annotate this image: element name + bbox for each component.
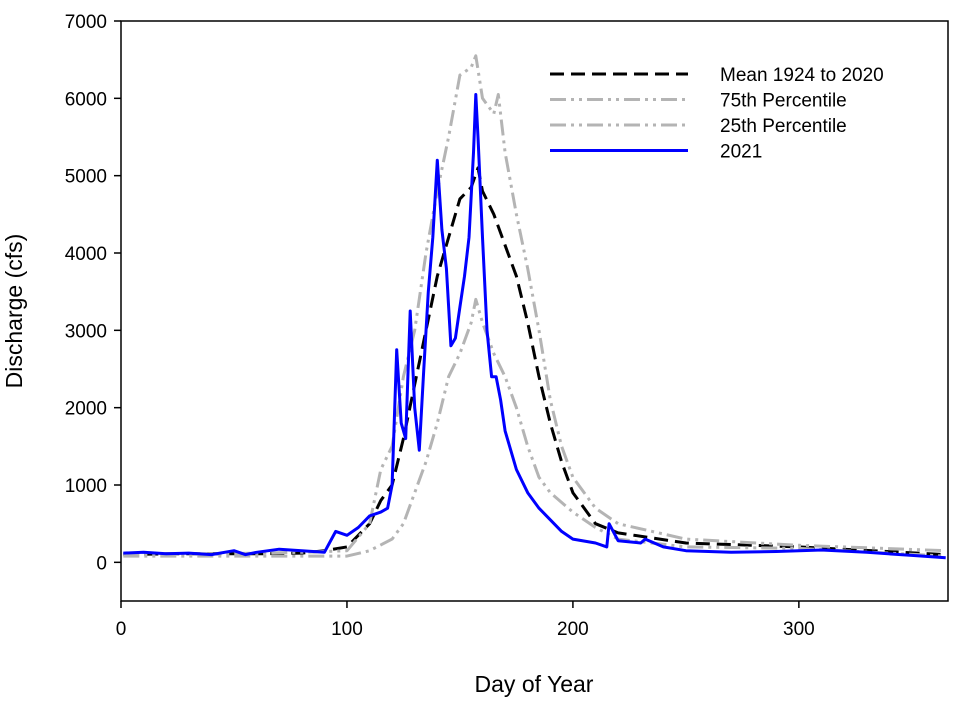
plot-frame [120,20,949,602]
y-tick-label: 7000 [65,12,107,33]
legend-label: Mean 1924 to 2020 [720,65,884,86]
y-tick-label: 3000 [65,321,107,342]
legend-label: 2021 [720,142,762,163]
legend-label: 75th Percentile [720,91,847,112]
series-line [123,166,946,557]
x-tick-label: 300 [783,619,815,640]
y-tick-label: 5000 [65,167,107,188]
legend-label: 25th Percentile [720,116,847,137]
y-tick-label: 6000 [65,89,107,110]
series-line [123,54,946,556]
y-tick-label: 0 [96,553,107,574]
x-tick-label: 0 [116,619,127,640]
x-tick-label: 100 [331,619,363,640]
x-tick-label: 200 [557,619,589,640]
y-axis-label: Discharge (cfs) [1,234,27,389]
y-tick-label: 2000 [65,399,107,420]
y-tick-label: 4000 [65,244,107,265]
y-tick-label: 1000 [65,476,107,497]
series-line [123,93,946,560]
x-axis-label: Day of Year [475,671,594,697]
series-line [123,297,946,558]
